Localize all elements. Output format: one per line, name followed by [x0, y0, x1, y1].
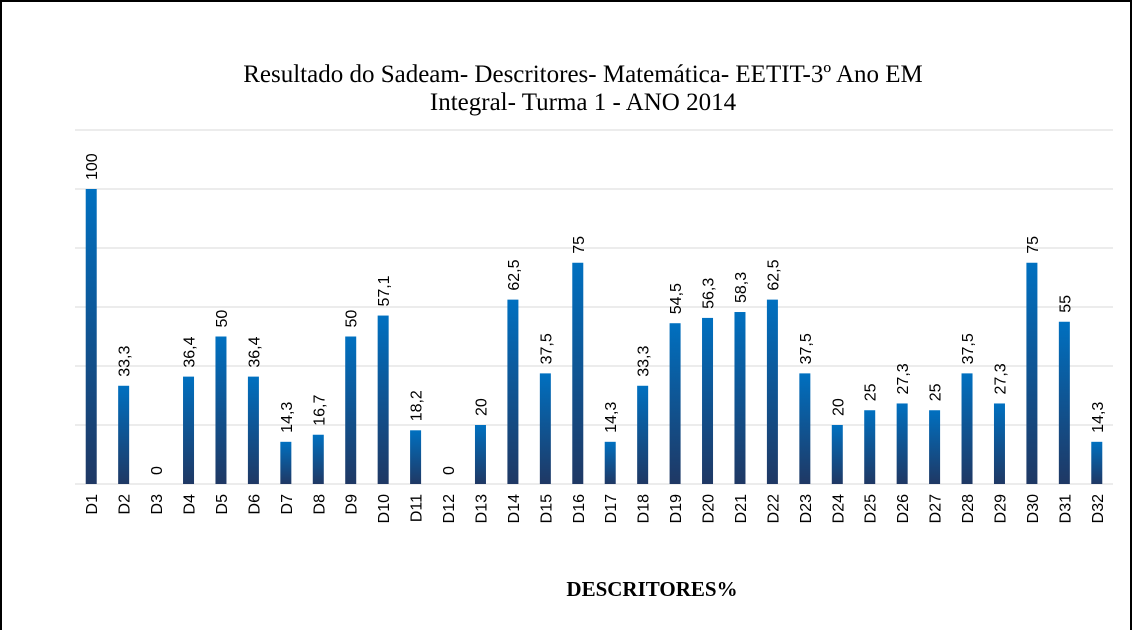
x-tick-label: D30	[1025, 494, 1042, 523]
bar	[993, 403, 1005, 484]
bar	[377, 315, 389, 484]
x-tick-label: D25	[863, 494, 880, 523]
x-tick-label: D22	[765, 494, 782, 523]
data-label: 16,7	[311, 394, 328, 425]
bar	[280, 441, 292, 484]
data-label: 50	[344, 310, 361, 328]
data-label: 37,5	[538, 333, 555, 364]
data-label: 58,3	[733, 272, 750, 303]
x-tick-label: D8	[311, 494, 328, 515]
data-label: 37,5	[960, 333, 977, 364]
data-label: 25	[928, 383, 945, 401]
data-label: 33,3	[636, 346, 653, 377]
x-tick-label: D12	[441, 494, 458, 523]
data-label: 20	[473, 398, 490, 416]
x-tick-label: D7	[279, 494, 296, 515]
data-label: 25	[863, 383, 880, 401]
data-label: 14,3	[279, 402, 296, 433]
x-tick-label: D2	[117, 494, 134, 515]
data-label: 14,3	[603, 402, 620, 433]
data-label: 0	[441, 466, 458, 475]
x-tick-label: D14	[506, 494, 523, 523]
bar	[961, 373, 973, 484]
data-label: 37,5	[798, 333, 815, 364]
bar	[474, 425, 486, 484]
x-tick-label: D28	[960, 494, 977, 523]
data-label: 54,5	[668, 283, 685, 314]
data-label: 27,3	[992, 363, 1009, 394]
bar	[345, 336, 357, 484]
x-tick-label: D23	[798, 494, 815, 523]
bar	[183, 376, 195, 484]
data-label: 75	[1025, 236, 1042, 254]
bar	[604, 441, 616, 484]
data-label: 18,2	[409, 390, 426, 421]
x-tick-label: D27	[928, 494, 945, 523]
x-tick-label: D29	[992, 494, 1009, 523]
bar	[539, 373, 551, 484]
x-tick-label: D4	[182, 494, 199, 515]
chart-title: Integral- Turma 1 - ANO 2014	[430, 89, 737, 116]
data-label: 36,4	[182, 336, 199, 367]
bar	[766, 299, 778, 484]
x-tick-label: D3	[149, 494, 166, 515]
data-label: 57,1	[376, 275, 393, 306]
x-tick-label: D21	[733, 494, 750, 523]
x-tick-label: D32	[1090, 494, 1107, 523]
x-tick-label: D15	[538, 494, 555, 523]
x-tick-label: D10	[376, 494, 393, 523]
x-tick-label: D6	[246, 494, 263, 515]
bar	[864, 410, 876, 484]
bar	[734, 312, 746, 484]
x-tick-label: D13	[473, 494, 490, 523]
x-tick-label: D24	[830, 494, 847, 523]
bar	[215, 336, 227, 484]
data-label: 62,5	[765, 259, 782, 290]
bar	[572, 262, 584, 484]
data-label: 100	[84, 153, 101, 180]
bar	[637, 385, 649, 484]
bar	[702, 317, 714, 484]
x-tick-label: D1	[84, 494, 101, 515]
bar	[85, 189, 97, 484]
bar	[1026, 262, 1038, 484]
data-label: 50	[214, 310, 231, 328]
bar	[507, 299, 519, 484]
x-tick-label: D5	[214, 494, 231, 515]
data-label: 56,3	[701, 278, 718, 309]
bar	[669, 323, 681, 484]
data-label: 27,3	[895, 363, 912, 394]
chart-title: Resultado do Sadeam- Descritores- Matemá…	[243, 61, 923, 88]
bar	[799, 373, 811, 484]
x-tick-label: D19	[668, 494, 685, 523]
x-axis-title: DESCRITORES%	[566, 577, 737, 601]
data-label: 14,3	[1090, 402, 1107, 433]
data-label: 55	[1057, 295, 1074, 313]
x-tick-label: D31	[1057, 494, 1074, 523]
x-tick-label: D11	[409, 494, 426, 522]
bar	[1091, 441, 1103, 484]
bar	[1058, 321, 1070, 484]
x-tick-label: D18	[636, 494, 653, 523]
bar	[831, 425, 843, 484]
x-tick-label: D26	[895, 494, 912, 523]
x-tick-label: D17	[603, 494, 620, 523]
x-tick-label: D9	[344, 494, 361, 515]
data-label: 62,5	[506, 259, 523, 290]
x-tick-label: D20	[701, 494, 718, 523]
bar	[929, 410, 941, 484]
data-label: 36,4	[246, 336, 263, 367]
bar	[410, 430, 422, 484]
data-label: 33,3	[117, 346, 134, 377]
x-tick-label: D16	[571, 494, 588, 523]
bar	[896, 403, 908, 484]
data-label: 75	[571, 236, 588, 254]
bar	[312, 434, 324, 484]
data-label: 0	[149, 466, 166, 475]
bar	[247, 376, 259, 484]
data-label: 20	[830, 398, 847, 416]
bar	[118, 385, 130, 484]
